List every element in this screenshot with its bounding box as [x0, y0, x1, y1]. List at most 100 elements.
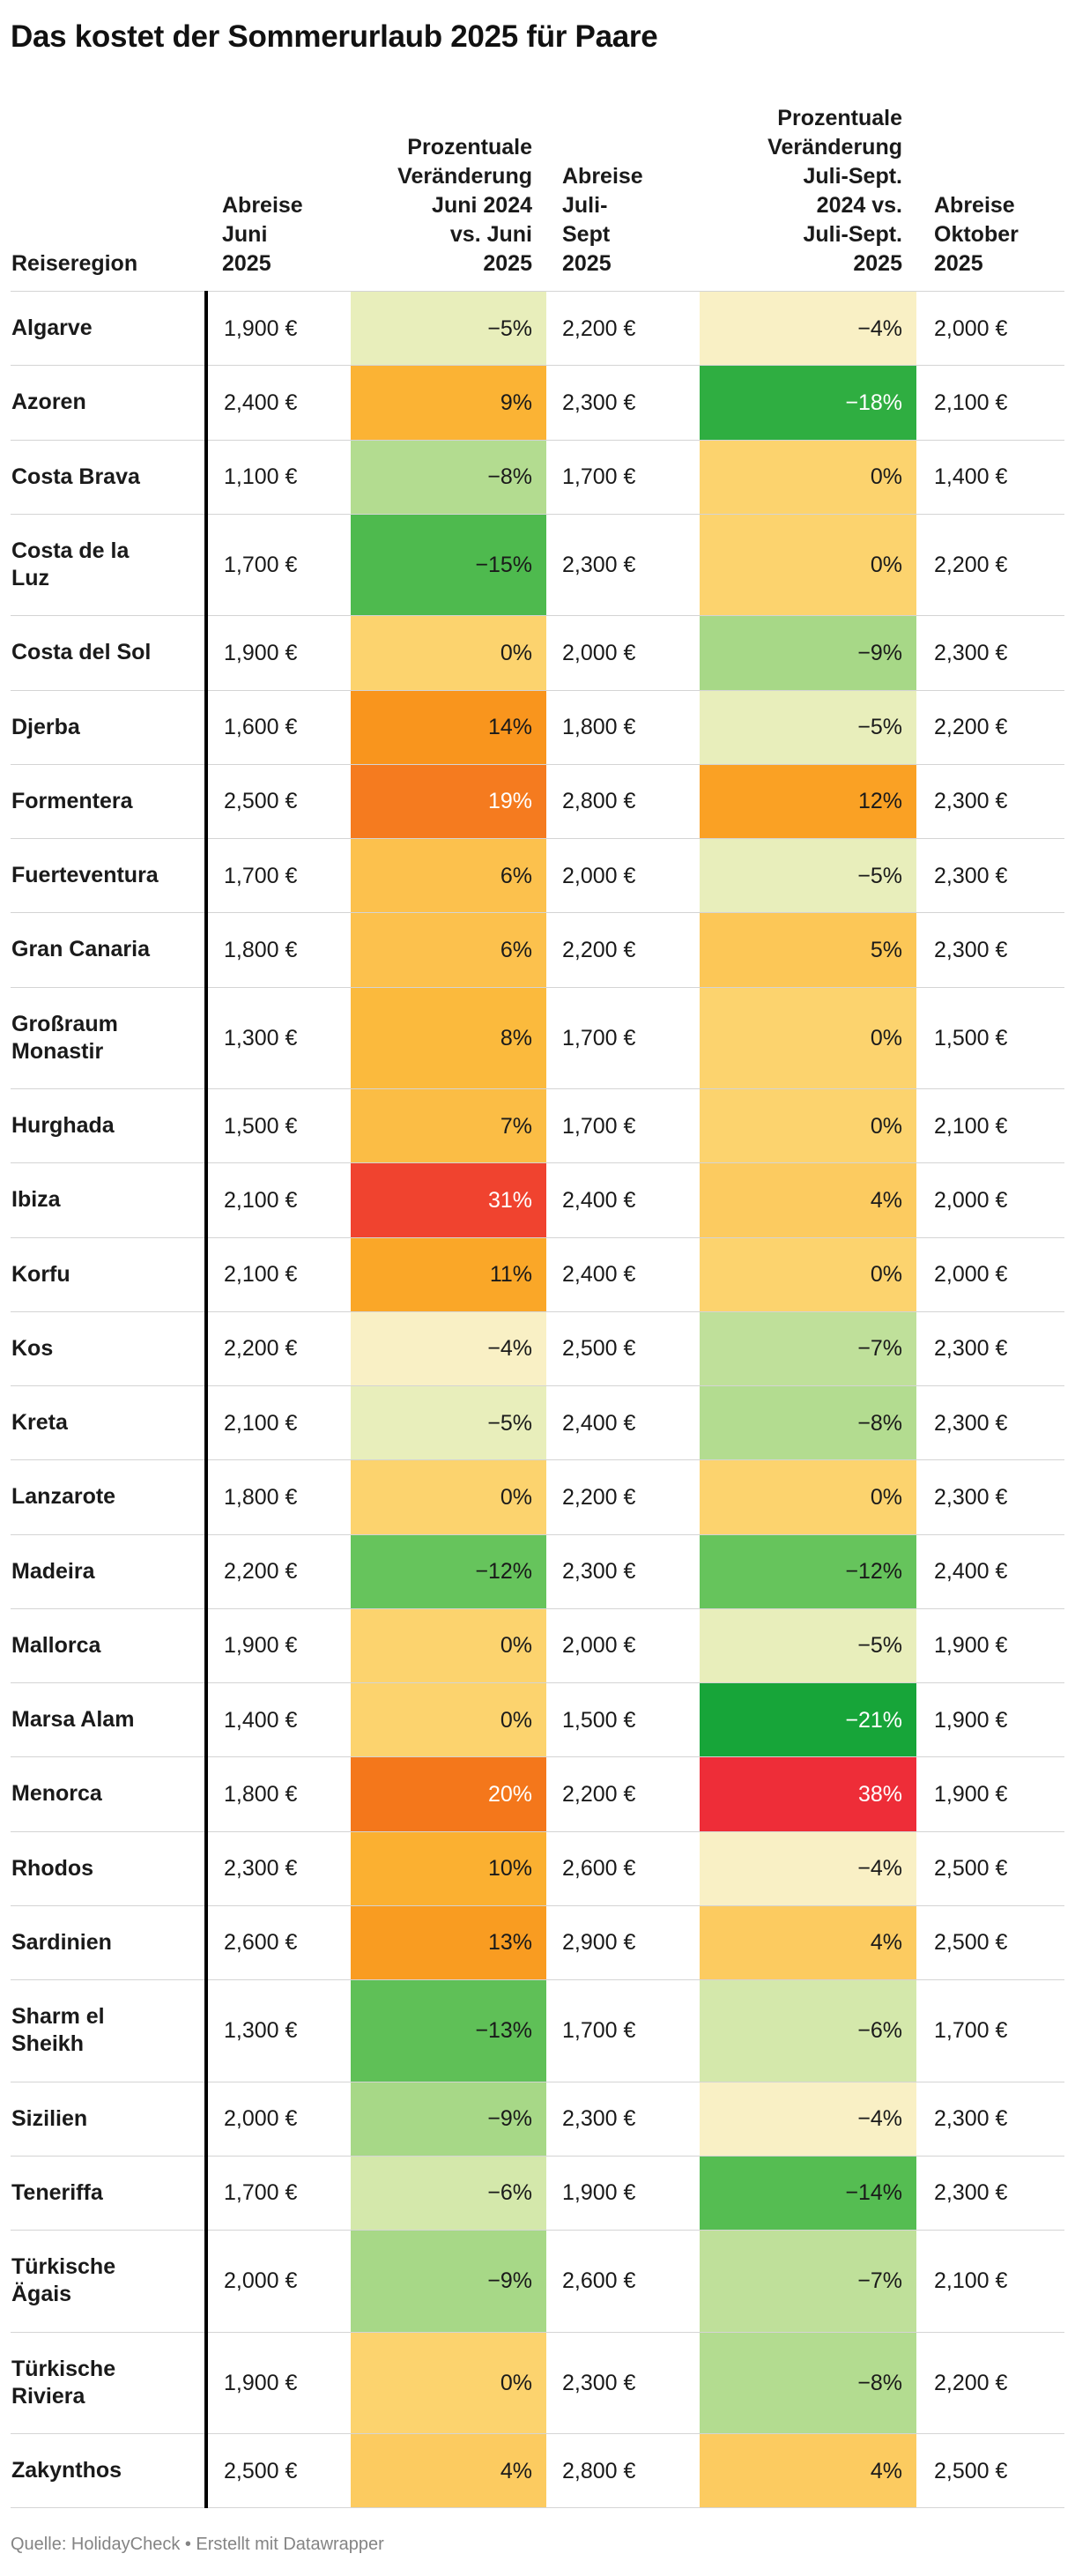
june-price: 1,300 € [206, 1979, 351, 2082]
region-name: Türkische Ägais [11, 2230, 208, 2332]
june-change-cell: −5% [351, 290, 546, 366]
june-price: 2,500 € [206, 2432, 351, 2509]
region-name: Sizilien [11, 2081, 208, 2157]
june-price: 1,900 € [206, 2331, 351, 2434]
october-price: 1,900 € [916, 1681, 1064, 1757]
june-price: 1,800 € [206, 1459, 351, 1534]
julsep-change-cell: 38% [700, 1756, 916, 1831]
region-name: Formentera [11, 763, 208, 839]
june-price: 2,100 € [206, 1385, 351, 1460]
julsep-change-cell: 4% [700, 2432, 916, 2509]
june-price: 1,900 € [206, 615, 351, 690]
region-name: Ibiza [11, 1162, 208, 1237]
october-price: 2,200 € [916, 513, 1064, 616]
table-row: Türkische Riviera 1,900 €0% 2,300 € −8% 2,20… [11, 2331, 1064, 2434]
julsep-price: 2,300 € [546, 2331, 700, 2434]
table-row: Lanzarote 1,800 €0% 2,200 €0% 2,300 € [11, 1459, 1064, 1534]
table-row: Großraum Monastir 1,300 €8% 1,700 €0% 1,500… [11, 986, 1064, 1089]
table-row: Sizilien 2,000 € −9% 2,300 € −4% 2,300 € [11, 2081, 1064, 2157]
region-name: Lanzarote [11, 1459, 208, 1534]
julsep-price: 1,700 € [546, 986, 700, 1089]
region-name: Costa Brava [11, 439, 208, 515]
julsep-change-cell: 12% [700, 763, 916, 839]
column-header-october-price: Abreise Oktober 2025 [934, 193, 1019, 276]
october-price: 2,300 € [916, 837, 1064, 913]
julsep-price: 2,300 € [546, 365, 700, 440]
region-name: Marsa Alam [11, 1681, 208, 1757]
june-change-cell: −12% [351, 1533, 546, 1609]
column-header-julsep-price: Abreise Juli- Sept 2025 [562, 164, 643, 276]
region-name: Türkische Riviera [11, 2331, 208, 2434]
table-row: Azoren 2,400 €9% 2,300 € −18% 2,100 € [11, 365, 1064, 440]
october-price: 2,100 € [916, 1088, 1064, 1163]
table-row: Costa del Sol 1,900 €0% 2,000 € −9% 2,300 € [11, 615, 1064, 690]
october-price: 2,100 € [916, 2230, 1064, 2332]
julsep-price: 2,900 € [546, 1904, 700, 1980]
table-body: Algarve 1,900 € −5% 2,200 € −4% 2,000 € Azoren… [11, 290, 1064, 2509]
june-change-cell: 10% [351, 1830, 546, 1906]
julsep-change-cell: 0% [700, 513, 916, 616]
october-price: 1,700 € [916, 1979, 1064, 2082]
june-change-cell: −8% [351, 439, 546, 515]
table-row: Formentera 2,500 €19% 2,800 €12% 2,300 € [11, 763, 1064, 839]
julsep-price: 2,600 € [546, 2230, 700, 2332]
julsep-change-cell: −7% [700, 1310, 916, 1386]
julsep-change-cell: −4% [700, 2081, 916, 2157]
june-change-cell: 13% [351, 1904, 546, 1980]
chart-title: Das kostet der Sommerurlaub 2025 für Paa… [11, 19, 658, 54]
region-name: Costa de la Luz [11, 513, 208, 616]
table-header: Reiseregion Abreise Juni 2025 Prozentual… [11, 104, 1064, 292]
october-price: 2,500 € [916, 1830, 1064, 1906]
june-price: 1,600 € [206, 689, 351, 765]
source-note: Quelle: HolidayCheck • Erstellt mit Data… [11, 2535, 384, 2555]
julsep-change-cell: −8% [700, 1385, 916, 1460]
region-name: Kreta [11, 1385, 208, 1460]
julsep-change-cell: −5% [700, 837, 916, 913]
october-price: 1,900 € [916, 1756, 1064, 1831]
julsep-change-cell: 0% [700, 1236, 916, 1312]
julsep-change-cell: 0% [700, 1088, 916, 1163]
table-row: Sharm el Sheikh 1,300 € −13% 1,700 € −6% 1,70… [11, 1979, 1064, 2082]
october-price: 2,300 € [916, 1310, 1064, 1386]
region-name: Kos [11, 1310, 208, 1386]
table-row: Zakynthos 2,500 €4% 2,800 €4% 2,500 € [11, 2432, 1064, 2509]
june-change-cell: 4% [351, 2432, 546, 2509]
region-name: Menorca [11, 1756, 208, 1831]
region-name: Djerba [11, 689, 208, 765]
june-change-cell: −6% [351, 2155, 546, 2231]
october-price: 2,300 € [916, 2155, 1064, 2231]
june-price: 2,200 € [206, 1533, 351, 1609]
june-price: 1,700 € [206, 2155, 351, 2231]
june-price: 2,200 € [206, 1310, 351, 1386]
june-change-cell: 11% [351, 1236, 546, 1312]
julsep-price: 2,000 € [546, 615, 700, 690]
julsep-price: 1,700 € [546, 439, 700, 515]
julsep-price: 1,900 € [546, 2155, 700, 2231]
october-price: 2,300 € [916, 2081, 1064, 2157]
october-price: 2,000 € [916, 290, 1064, 366]
julsep-change-cell: −9% [700, 615, 916, 690]
julsep-price: 2,300 € [546, 513, 700, 616]
june-price: 2,000 € [206, 2081, 351, 2157]
region-name: Großraum Monastir [11, 986, 208, 1089]
table-row: Costa de la Luz 1,700 € −15% 2,300 €0% 2,200… [11, 513, 1064, 616]
julsep-change-cell: 0% [700, 986, 916, 1089]
julsep-change-cell: −4% [700, 290, 916, 366]
table-row: Korfu 2,100 €11% 2,400 €0% 2,000 € [11, 1236, 1064, 1312]
table-row: Türkische Ägais 2,000 € −9% 2,600 € −7% 2,100… [11, 2230, 1064, 2332]
table-row: Rhodos 2,300 €10% 2,600 € −4% 2,500 € [11, 1830, 1064, 1906]
june-change-cell: 20% [351, 1756, 546, 1831]
julsep-change-cell: −21% [700, 1681, 916, 1757]
june-change-cell: 0% [351, 2331, 546, 2434]
julsep-price: 2,800 € [546, 763, 700, 839]
october-price: 2,200 € [916, 2331, 1064, 2434]
table-row: Mallorca 1,900 €0% 2,000 € −5% 1,900 € [11, 1607, 1064, 1683]
julsep-change-cell: −7% [700, 2230, 916, 2332]
june-price: 1,700 € [206, 837, 351, 913]
october-price: 2,000 € [916, 1236, 1064, 1312]
table-row: Algarve 1,900 € −5% 2,200 € −4% 2,000 € [11, 290, 1064, 366]
region-name: Korfu [11, 1236, 208, 1312]
june-price: 1,700 € [206, 513, 351, 616]
june-change-cell: 9% [351, 365, 546, 440]
column-header-june-change: Prozentuale Veränderung Juni 2024 vs. Ju… [397, 135, 532, 276]
